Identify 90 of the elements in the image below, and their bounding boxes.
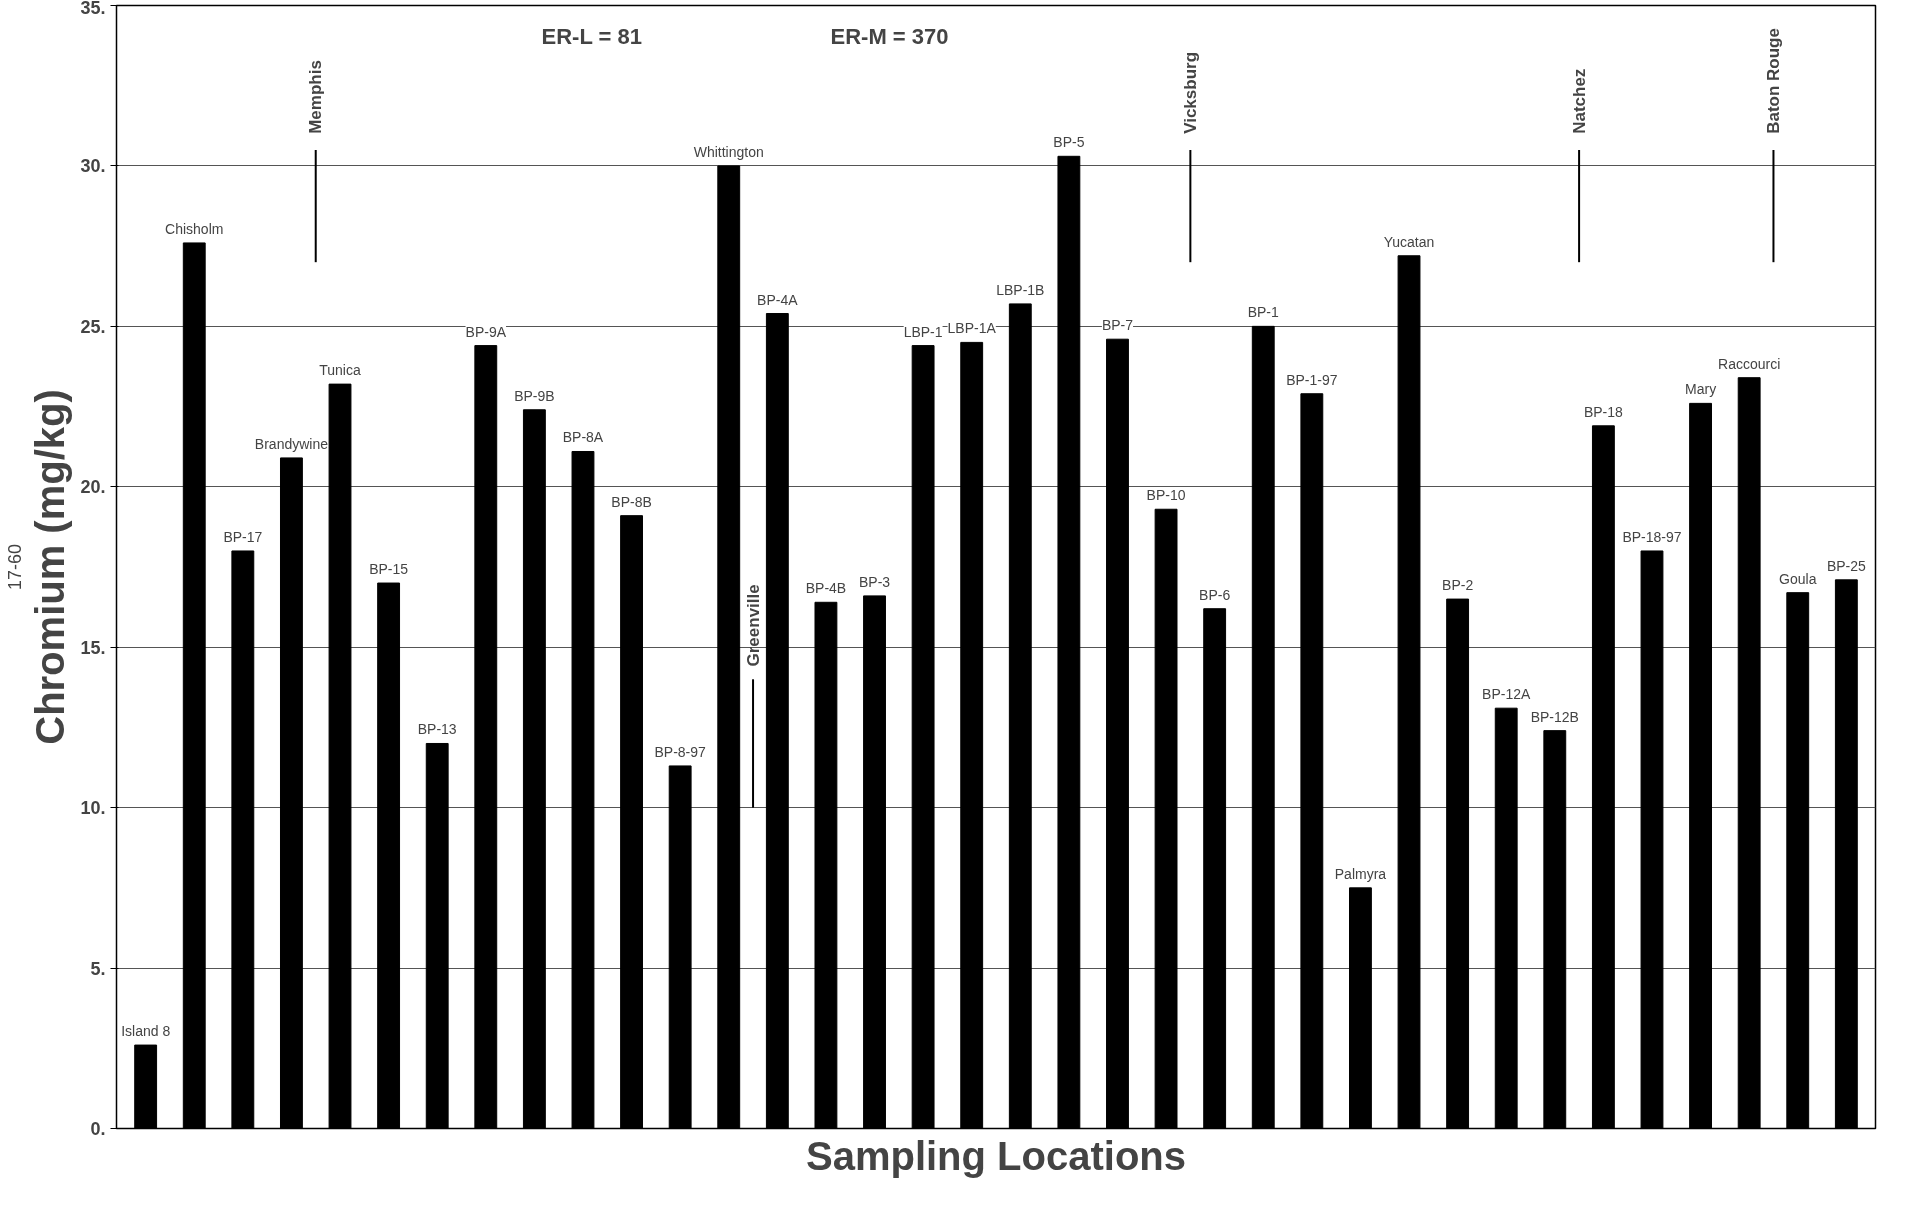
bar bbox=[960, 341, 984, 1129]
bar bbox=[328, 383, 352, 1129]
bar bbox=[1251, 325, 1275, 1129]
x-tick-label: BP-4A bbox=[757, 291, 799, 308]
bar bbox=[425, 742, 449, 1129]
x-tick-label: BP-9A bbox=[465, 323, 507, 340]
x-tick-label: BP-8B bbox=[611, 493, 652, 510]
x-tick-label: Tunica bbox=[319, 362, 361, 379]
x-tick-label: BP-4B bbox=[805, 580, 847, 597]
x-tick-label: BP-5 bbox=[1053, 134, 1085, 151]
x-tick-label: BP-25 bbox=[1826, 557, 1867, 574]
bar bbox=[231, 550, 255, 1129]
x-tick-label: BP-18-97 bbox=[1622, 528, 1682, 545]
bar bbox=[474, 345, 498, 1129]
x-tick-label: BP-12A bbox=[1482, 686, 1531, 703]
bar bbox=[1057, 155, 1081, 1129]
y-tick-label: 5. bbox=[90, 958, 106, 979]
x-tick-label: BP-1-97 bbox=[1286, 371, 1338, 388]
bar bbox=[1689, 402, 1712, 1129]
bar bbox=[134, 1044, 158, 1129]
x-tick-label: BP-1 bbox=[1247, 304, 1280, 321]
x-tick-label: BP-13 bbox=[417, 721, 457, 738]
x-tick-label: Brandywine bbox=[254, 435, 329, 452]
x-tick-label: BP-6 bbox=[1199, 586, 1231, 603]
x-tick-label: BP-8A bbox=[562, 429, 604, 446]
bar bbox=[1543, 730, 1567, 1129]
y-tick-label: 20. bbox=[80, 477, 106, 498]
x-tick-label: LBP-1B bbox=[996, 281, 1045, 298]
x-tick-label: BP-9B bbox=[514, 387, 555, 404]
x-tick-label: Yucatan bbox=[1383, 233, 1435, 250]
bar bbox=[1834, 579, 1858, 1129]
ref-line-label: Baton Rouge bbox=[1763, 28, 1783, 134]
x-tick-label: Chisholm bbox=[165, 220, 224, 237]
x-tick-label: BP-8-97 bbox=[654, 743, 707, 760]
x-tick-label: BP-10 bbox=[1146, 487, 1186, 504]
x-axis-title: Sampling Locations bbox=[805, 1133, 1187, 1178]
y-tick-label: 25. bbox=[80, 316, 106, 337]
y-tick-label: 15. bbox=[80, 637, 106, 658]
x-tick-label: Island 8 bbox=[121, 1023, 171, 1040]
bar bbox=[377, 582, 401, 1129]
x-tick-label: Palmyra bbox=[1334, 865, 1387, 882]
bar bbox=[1737, 377, 1761, 1129]
x-tick-label: Whittington bbox=[693, 143, 764, 160]
bar bbox=[1154, 508, 1178, 1129]
bar bbox=[1640, 550, 1664, 1129]
y-tick-label: 10. bbox=[80, 798, 106, 819]
x-tick-label: BP-12B bbox=[1530, 708, 1579, 725]
x-tick-label: BP-17 bbox=[223, 528, 263, 545]
x-tick-label: BP-2 bbox=[1442, 577, 1474, 594]
x-tick-label: Mary bbox=[1685, 381, 1717, 398]
bar bbox=[1397, 255, 1421, 1129]
x-tick-label: Goula bbox=[1779, 570, 1817, 587]
bar bbox=[863, 595, 886, 1129]
bar bbox=[1494, 707, 1518, 1129]
ref-line-label: Vicksburg bbox=[1180, 51, 1200, 134]
bar bbox=[765, 313, 789, 1129]
text: 17-60 bbox=[4, 543, 25, 591]
bar bbox=[182, 242, 206, 1129]
bar bbox=[620, 515, 643, 1129]
bar bbox=[1106, 338, 1129, 1129]
ref-line-label: Memphis bbox=[306, 60, 326, 134]
x-tick-label: LBP-1 bbox=[903, 323, 943, 340]
bar bbox=[1008, 303, 1032, 1129]
bar bbox=[522, 409, 546, 1129]
bar bbox=[717, 165, 741, 1129]
bar bbox=[1300, 393, 1324, 1129]
y-tick-label: 35. bbox=[80, 0, 106, 18]
y-tick-label: 30. bbox=[80, 156, 106, 177]
bar bbox=[668, 765, 692, 1129]
x-tick-label: BP-15 bbox=[369, 561, 409, 578]
x-tick-label: LBP-1A bbox=[947, 320, 997, 337]
y-axis-title: Chromium (mg/kg) bbox=[28, 389, 73, 745]
bar bbox=[1446, 598, 1470, 1129]
bar bbox=[1349, 887, 1372, 1129]
annotation: ER-M = 370 bbox=[830, 23, 949, 49]
bar bbox=[1786, 592, 1810, 1129]
ref-line-label: Natchez bbox=[1569, 68, 1589, 134]
y-tick-label: 0. bbox=[90, 1119, 106, 1139]
ref-line-label: Greenville bbox=[743, 584, 763, 667]
x-tick-label: BP-3 bbox=[858, 573, 891, 590]
bar bbox=[1203, 608, 1227, 1129]
bar bbox=[911, 345, 935, 1129]
x-tick-label: Raccourci bbox=[1718, 355, 1781, 372]
x-tick-label: BP-18 bbox=[1583, 403, 1624, 420]
bar bbox=[280, 457, 303, 1129]
bar bbox=[571, 450, 595, 1129]
bar bbox=[1591, 425, 1615, 1129]
x-tick-label: BP-7 bbox=[1101, 317, 1134, 334]
annotation: ER-L = 81 bbox=[541, 23, 642, 49]
bar bbox=[814, 601, 838, 1129]
